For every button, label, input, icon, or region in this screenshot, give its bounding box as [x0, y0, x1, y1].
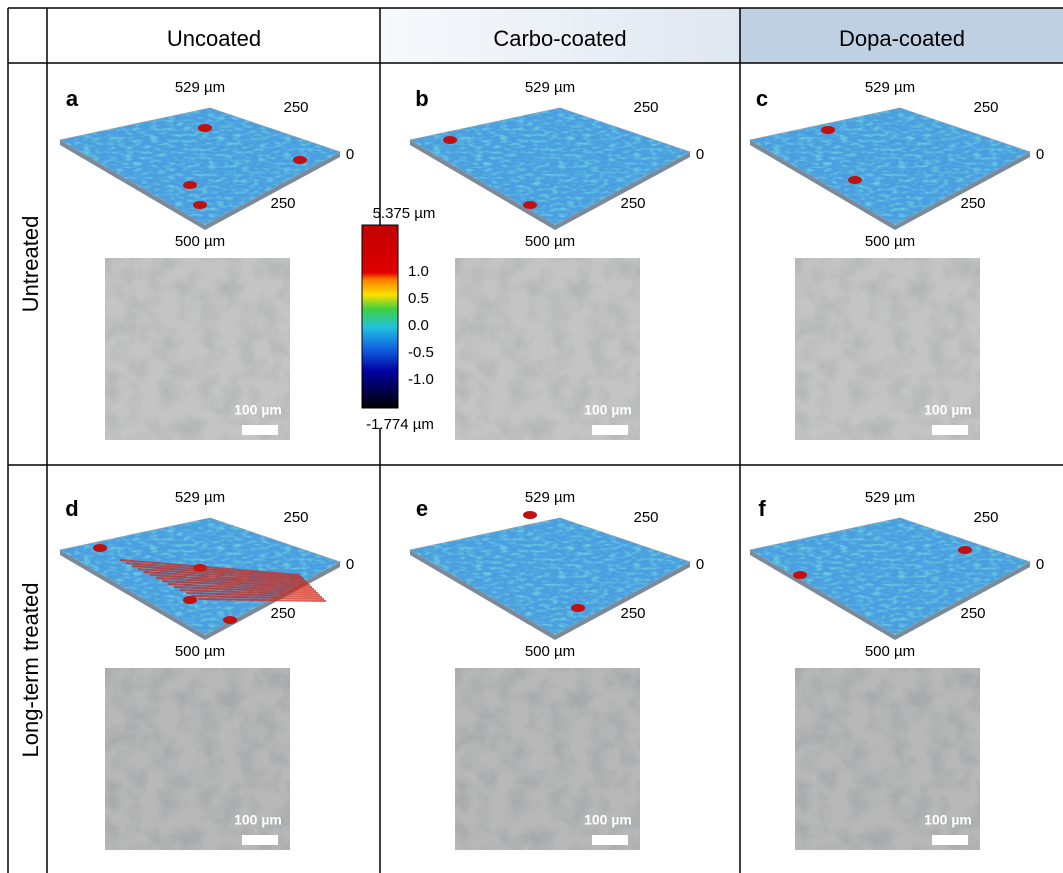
colorbar: 5.375 µm 1.0 0.5 0.0 -0.5 -1.0 -1.774 µm [355, 205, 445, 433]
scale-bar-label: 100 µm [584, 402, 632, 418]
panel: a 529 µm 250 0 250 500 µm 100 µm [60, 79, 354, 440]
colorbar-max: 5.375 µm [373, 205, 436, 222]
scale-bar [592, 835, 628, 845]
axis-label: 0 [696, 556, 704, 573]
surface-peak [848, 176, 862, 184]
axis-label: 250 [270, 195, 295, 212]
surface-peak [183, 181, 197, 189]
axis-label: 0 [696, 146, 704, 163]
surface-peak [443, 136, 457, 144]
axis-label: 250 [633, 509, 658, 526]
axis-label: 529 µm [525, 489, 575, 506]
figure: Uncoated Carbo-coated Dopa-coated Untreated… [0, 0, 1063, 873]
panel: c 529 µm 250 0 250 500 µm 100 µm [750, 79, 1044, 440]
axis-label: 250 [960, 605, 985, 622]
panel: f 529 µm 250 0 250 500 µm 100 µm [750, 489, 1044, 850]
axis-label: 0 [1036, 146, 1044, 163]
axis-label: 250 [270, 605, 295, 622]
column-header: Carbo-coated [493, 26, 626, 51]
panel-letter: b [415, 86, 428, 111]
axis-label: 500 µm [525, 643, 575, 660]
axis-label: 500 µm [865, 233, 915, 250]
surface-peak [93, 544, 107, 552]
axis-label: 529 µm [865, 489, 915, 506]
axis-label: 529 µm [525, 79, 575, 96]
surface-peak [793, 571, 807, 579]
colorbar-min: -1.774 µm [366, 416, 434, 433]
axis-label: 0 [346, 556, 354, 573]
scale-bar [932, 425, 968, 435]
axis-label: 500 µm [175, 233, 225, 250]
surface-peak [183, 596, 197, 604]
colorbar-tick: 1.0 [408, 263, 429, 280]
surface-peak [958, 546, 972, 554]
axis-label: 250 [283, 509, 308, 526]
colorbar-tick: -0.5 [408, 344, 434, 361]
axis-label: 250 [283, 99, 308, 116]
axis-label: 500 µm [865, 643, 915, 660]
panel-letter: f [758, 496, 766, 521]
panel: e 529 µm 250 0 250 500 µm 100 µm [410, 489, 704, 850]
axis-label: 529 µm [865, 79, 915, 96]
colorbar-tick: 0.0 [408, 317, 429, 334]
surface-peak [193, 201, 207, 209]
axis-label: 250 [620, 195, 645, 212]
axis-label: 250 [633, 99, 658, 116]
panel: b 529 µm 250 0 250 500 µm 100 µm [410, 79, 704, 440]
column-header: Dopa-coated [839, 26, 965, 51]
panel-letter: e [416, 496, 428, 521]
colorbar-tick: 0.5 [408, 290, 429, 307]
axis-label: 250 [620, 605, 645, 622]
panel-letter: d [65, 496, 78, 521]
surface-peak [223, 616, 237, 624]
row-header: Long-term treated [18, 583, 43, 758]
column-header: Uncoated [167, 26, 261, 51]
axis-label: 500 µm [175, 643, 225, 660]
scale-bar [242, 425, 278, 435]
surface-peak [821, 126, 835, 134]
surface-peak [523, 511, 537, 519]
scale-bar [592, 425, 628, 435]
axis-label: 529 µm [175, 489, 225, 506]
surface-peak [293, 156, 307, 164]
surface-peak [523, 201, 537, 209]
row-header: Untreated [18, 216, 43, 313]
axis-label: 250 [960, 195, 985, 212]
axis-label: 500 µm [525, 233, 575, 250]
axis-label: 529 µm [175, 79, 225, 96]
scale-bar-label: 100 µm [234, 812, 282, 828]
colorbar-scale [362, 225, 398, 408]
scale-bar-label: 100 µm [584, 812, 632, 828]
axis-label: 0 [346, 146, 354, 163]
axis-label: 250 [973, 99, 998, 116]
axis-label: 0 [1036, 556, 1044, 573]
scale-bar [932, 835, 968, 845]
panel: d 529 µm 250 0 250 500 µm 100 µm [60, 489, 354, 850]
axis-label: 250 [973, 509, 998, 526]
scale-bar-label: 100 µm [924, 402, 972, 418]
scale-bar-label: 100 µm [924, 812, 972, 828]
surface-peak [198, 124, 212, 132]
scale-bar [242, 835, 278, 845]
scale-bar-label: 100 µm [234, 402, 282, 418]
surface-peak [571, 604, 585, 612]
panel-letter: c [756, 86, 768, 111]
panel-letter: a [66, 86, 79, 111]
colorbar-tick: -1.0 [408, 371, 434, 388]
